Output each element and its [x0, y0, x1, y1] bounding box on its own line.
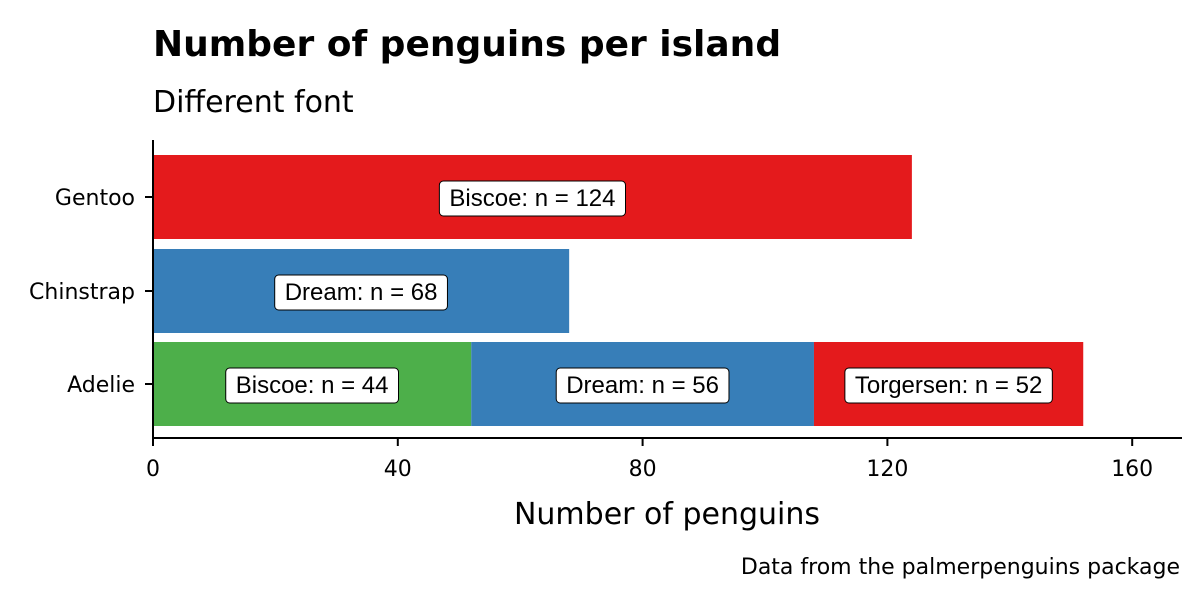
bar-label-gentoo-biscoe: Biscoe: n = 124 — [438, 180, 627, 217]
bar-label-text: Biscoe: n = 124 — [449, 185, 615, 212]
bar-label-text: Dream: n = 68 — [285, 279, 438, 306]
x-axis-ticks: 0 40 80 120 160 — [146, 438, 1153, 482]
bar-label-text: Torgersen: n = 52 — [855, 372, 1042, 399]
x-tick-label-120: 120 — [866, 457, 908, 482]
bar-labels-layer: Biscoe: n = 44 Dream: n = 56 Torgersen: n … — [225, 180, 1053, 404]
bar-label-adelie-biscoe: Biscoe: n = 44 — [225, 367, 400, 404]
bar-label-adelie-dream: Dream: n = 56 — [555, 367, 730, 404]
x-tick-label-40: 40 — [384, 457, 412, 482]
x-axis-title: Number of penguins — [514, 497, 820, 532]
chart-caption: Data from the palmerpenguins package — [741, 555, 1180, 580]
bar-label-box — [225, 367, 400, 404]
bar-label-box — [844, 367, 1053, 404]
x-tick-label-0: 0 — [146, 457, 160, 482]
x-tick-label-80: 80 — [629, 457, 657, 482]
bar-label-box — [274, 274, 448, 311]
y-tick-label-adelie: Adelie — [67, 373, 135, 398]
y-tick-label-gentoo: Gentoo — [55, 186, 135, 211]
bar-label-text: Dream: n = 56 — [566, 372, 719, 399]
bar-label-chinstrap-dream: Dream: n = 68 — [274, 274, 448, 311]
bar-label-box — [555, 367, 730, 404]
bar-label-box — [438, 180, 627, 217]
chart-subtitle: Different font — [153, 85, 354, 120]
y-tick-label-chinstrap: Chinstrap — [29, 280, 135, 305]
chart-title: Number of penguins per island — [153, 24, 781, 65]
bar-label-text: Biscoe: n = 44 — [236, 372, 389, 399]
x-tick-label-160: 160 — [1111, 457, 1153, 482]
y-axis-ticks: Adelie Chinstrap Gentoo — [29, 186, 153, 398]
bar-label-adelie-torgersen: Torgersen: n = 52 — [844, 367, 1053, 404]
